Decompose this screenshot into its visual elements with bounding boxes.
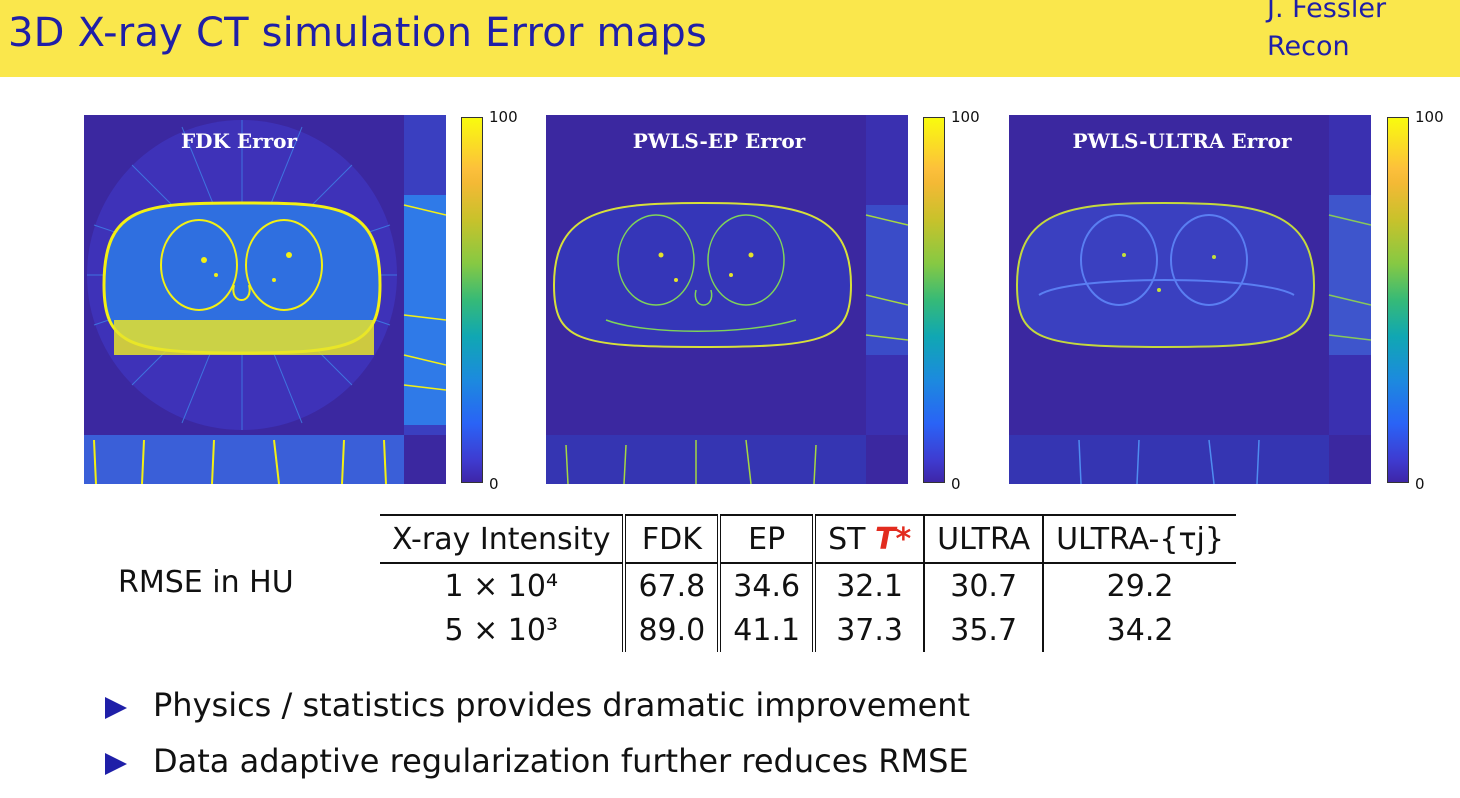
colorbar-1-max: 100 xyxy=(489,108,518,126)
cell-ep: 34.6 xyxy=(719,563,817,608)
cell-st: 32.1 xyxy=(814,563,926,608)
ep-error-map xyxy=(546,115,908,484)
st-symbol: T* xyxy=(874,521,912,557)
col-header-ultra: ULTRA xyxy=(924,514,1045,564)
cell-ultra-tau: 29.2 xyxy=(1106,568,1174,604)
colorbar-2 xyxy=(923,117,945,483)
col-header-st: ST T* xyxy=(814,514,926,564)
ep-error-image: PWLS-EP Error xyxy=(546,115,908,484)
author-name: J. Fessler xyxy=(1267,0,1387,24)
bullet-text: Physics / statistics provides dramatic i… xyxy=(153,686,971,724)
colorbar-1 xyxy=(461,117,483,483)
colorbar-2-max: 100 xyxy=(951,108,980,126)
colorbar-3-min: 0 xyxy=(1415,475,1425,493)
author-info: J. Fessler Recon xyxy=(1267,0,1386,66)
cell-intensity: 1 × 10⁴ xyxy=(380,563,627,608)
cell-ep: 41.1 xyxy=(719,608,817,652)
fdk-error-image: FDK Error xyxy=(84,115,446,484)
cell-st: 37.3 xyxy=(814,608,926,652)
table-header-row: X-ray Intensity FDK EP ST T* ULTRA ULTRA… xyxy=(380,514,1236,564)
colorbar-1-min: 0 xyxy=(489,475,499,493)
col-header-ep: EP xyxy=(719,514,817,564)
section-name: Recon xyxy=(1267,31,1350,62)
bullet-triangle-icon xyxy=(105,697,127,719)
bullet-text: Data adaptive regularization further red… xyxy=(153,742,969,780)
cell-ultra: 30.7 xyxy=(924,563,1045,608)
slide-title: 3D X-ray CT simulation Error maps xyxy=(8,10,707,56)
col-header-intensity: X-ray Intensity xyxy=(380,514,627,564)
bullet-triangle-icon xyxy=(105,753,127,775)
panel-title-ultra: PWLS-ULTRA Error xyxy=(1072,129,1292,153)
col-header-fdk: FDK xyxy=(624,514,722,564)
slide-header: 3D X-ray CT simulation Error maps J. Fes… xyxy=(0,0,1460,77)
colorbar-3 xyxy=(1387,117,1409,483)
panel-title-fdk: FDK Error xyxy=(180,129,298,153)
colorbar-2-min: 0 xyxy=(951,475,961,493)
cell-fdk: 89.0 xyxy=(624,608,722,652)
ultra-error-map xyxy=(1009,115,1371,484)
table-row: 5 × 10³ 89.0 41.1 37.3 35.7 34.2 xyxy=(380,608,1236,652)
rmse-row-label: RMSE in HU xyxy=(118,565,294,600)
cell-fdk: 67.8 xyxy=(624,563,722,608)
colorbar-3-max: 100 xyxy=(1415,108,1444,126)
ultra-error-image: PWLS-ULTRA Error xyxy=(1009,115,1371,484)
fdk-error-map xyxy=(84,115,446,484)
st-label: ST xyxy=(828,521,866,557)
cell-intensity: 5 × 10³ xyxy=(380,608,627,652)
panel-title-ep: PWLS-EP Error xyxy=(632,129,806,153)
rmse-table: X-ray Intensity FDK EP ST T* ULTRA ULTRA… xyxy=(380,514,1236,652)
table-row: 1 × 10⁴ 67.8 34.6 32.1 30.7 29.2 xyxy=(380,563,1236,608)
cell-ultra: 35.7 xyxy=(924,608,1045,652)
col-header-ultra-tau: ULTRA-{τj} xyxy=(1043,514,1236,564)
cell-ultra-tau: 34.2 xyxy=(1106,612,1174,648)
